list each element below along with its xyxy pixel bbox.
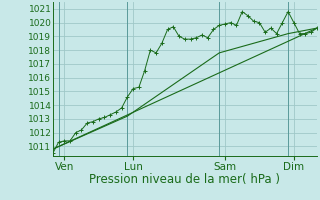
X-axis label: Pression niveau de la mer( hPa ): Pression niveau de la mer( hPa )	[89, 173, 280, 186]
